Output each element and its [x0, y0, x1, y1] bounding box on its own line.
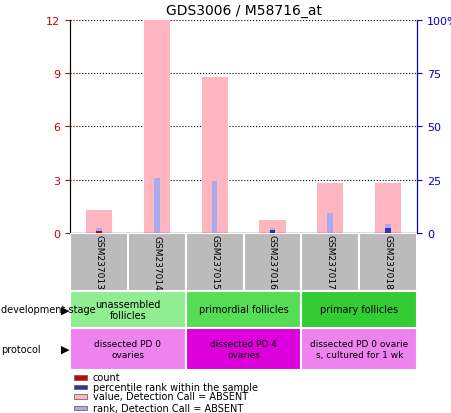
Text: development stage: development stage: [1, 305, 96, 315]
Bar: [186, 328, 301, 370]
Bar: [318, 184, 343, 233]
Text: dissected PD 4
ovaries: dissected PD 4 ovaries: [210, 339, 277, 358]
Bar: [301, 291, 417, 328]
Bar: [186, 233, 244, 291]
Bar: [186, 291, 301, 328]
Bar: [128, 233, 186, 291]
Text: protocol: protocol: [1, 344, 41, 354]
Bar: [154, 178, 160, 233]
Bar: [74, 375, 87, 380]
Text: unassembled
follicles: unassembled follicles: [95, 299, 161, 320]
Text: ▶: ▶: [61, 305, 69, 315]
Bar: [375, 184, 401, 233]
Bar: [202, 77, 228, 233]
Bar: [86, 210, 112, 233]
Text: GSM237017: GSM237017: [326, 235, 335, 290]
Bar: [270, 229, 276, 233]
Bar: [270, 230, 276, 233]
Bar: [70, 328, 186, 370]
Bar: [70, 233, 128, 291]
Text: dissected PD 0 ovarie
s, cultured for 1 wk: dissected PD 0 ovarie s, cultured for 1 …: [310, 339, 409, 358]
Text: ▶: ▶: [61, 344, 69, 354]
Bar: [212, 182, 217, 233]
Text: primary follicles: primary follicles: [320, 305, 398, 315]
Bar: [327, 214, 333, 233]
Bar: [144, 21, 170, 233]
Text: GSM237014: GSM237014: [152, 235, 161, 290]
Bar: [359, 233, 417, 291]
Bar: [301, 328, 417, 370]
Text: GSM237016: GSM237016: [268, 235, 277, 290]
Text: GSM237013: GSM237013: [94, 235, 103, 290]
Bar: [385, 225, 391, 233]
Text: primordial follicles: primordial follicles: [198, 305, 289, 315]
Bar: [244, 233, 301, 291]
Bar: [96, 228, 102, 233]
Bar: [74, 406, 87, 410]
Text: count: count: [93, 373, 120, 382]
Text: GSM237018: GSM237018: [384, 235, 393, 290]
Title: GDS3006 / M58716_at: GDS3006 / M58716_at: [166, 4, 322, 18]
Text: value, Detection Call = ABSENT: value, Detection Call = ABSENT: [93, 392, 248, 401]
Text: percentile rank within the sample: percentile rank within the sample: [93, 382, 258, 392]
Bar: [385, 229, 391, 233]
Bar: [96, 231, 102, 233]
Bar: [74, 394, 87, 399]
Text: dissected PD 0
ovaries: dissected PD 0 ovaries: [94, 339, 161, 358]
Bar: [301, 233, 359, 291]
Bar: [259, 221, 285, 233]
Bar: [70, 291, 186, 328]
Text: rank, Detection Call = ABSENT: rank, Detection Call = ABSENT: [93, 403, 243, 413]
Text: GSM237015: GSM237015: [210, 235, 219, 290]
Bar: [74, 385, 87, 389]
